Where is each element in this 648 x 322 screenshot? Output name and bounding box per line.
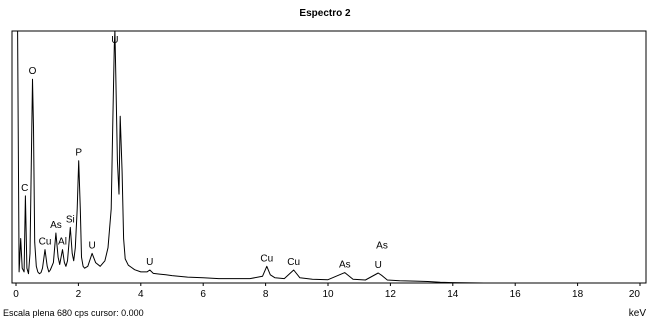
spectrum-layer	[16, 30, 640, 284]
x-tick-label: 18	[572, 289, 584, 300]
peak-label: As	[376, 240, 388, 251]
peak-label: Si	[66, 214, 75, 225]
peak-label: Cu	[287, 257, 300, 268]
spectrum-line	[16, 30, 640, 284]
peak-label: Al	[58, 237, 67, 248]
x-tick-label: 8	[263, 289, 269, 300]
peak-label: U	[88, 240, 95, 251]
x-axis-unit-label: keV	[629, 308, 647, 319]
x-tick-label: 12	[385, 289, 397, 300]
x-tick-label: 16	[510, 289, 522, 300]
peak-label: O	[29, 66, 37, 77]
peak-label: U	[111, 35, 118, 46]
chart-title: Espectro 2	[299, 8, 351, 19]
peak-label: U	[146, 257, 153, 268]
x-axis: 0 2 4 6 8 10 12 14 16 18 20	[13, 283, 641, 300]
x-tick-label: 20	[629, 289, 641, 300]
x-tick-label: 6	[200, 289, 206, 300]
x-tick-label: 0	[13, 289, 19, 300]
peak-labels: C O Cu As Al Si P U U U Cu Cu As As U	[21, 35, 388, 271]
x-tick-label: 14	[447, 289, 459, 300]
x-tick-label: 4	[138, 289, 144, 300]
peak-label: U	[375, 260, 382, 271]
peak-label: As	[50, 220, 62, 231]
peak-label: C	[21, 183, 28, 194]
plot-frame	[11, 30, 647, 284]
x-tick-label: 10	[322, 289, 334, 300]
x-tick-label: 2	[76, 289, 82, 300]
footer-status: Escala plena 680 cps cursor: 0.000	[3, 308, 144, 318]
peak-label: Cu	[260, 253, 273, 264]
peak-label: Cu	[39, 237, 52, 248]
peak-label: P	[75, 148, 82, 159]
peak-label: As	[339, 260, 351, 271]
